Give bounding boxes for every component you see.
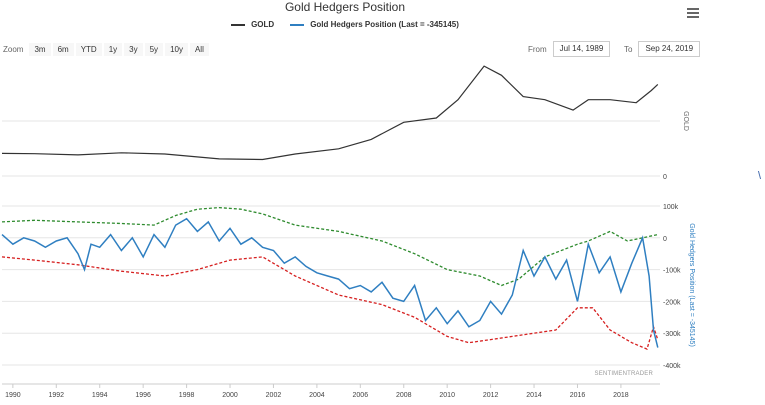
x-tick-label-1990: 1990	[5, 392, 21, 399]
x-tick-label-2012: 2012	[483, 392, 499, 399]
x-tick-label-2018: 2018	[613, 392, 629, 399]
series-hedgers-line	[1, 217, 659, 348]
range-to-label: To	[624, 44, 633, 54]
series-lower-band-line	[1, 256, 659, 350]
range-from-label: From	[528, 44, 547, 54]
x-tick-label-1992: 1992	[49, 392, 65, 399]
legend: GOLD Gold Hedgers Position (Last = -3451…	[0, 20, 690, 29]
zoom-button-3y[interactable]: 3y	[124, 43, 143, 56]
legend-swatch-hedgers	[290, 23, 305, 26]
zoom-button-ytd[interactable]: YTD	[75, 43, 102, 56]
zoom-button-all[interactable]: All	[189, 43, 209, 56]
y-axis-label-gold: GOLD	[682, 111, 689, 131]
x-tick-label-2008: 2008	[396, 392, 412, 399]
chart-title: Gold Hedgers Position	[284, 0, 406, 14]
legend-item-hedgers[interactable]: Gold Hedgers Position (Last = -345145)	[290, 20, 459, 29]
legend-swatch-gold	[231, 23, 246, 26]
legend-item-gold[interactable]: GOLD	[231, 20, 274, 29]
x-tick-label-2006: 2006	[353, 392, 369, 399]
y-tick-hedgers-3: -200k	[663, 299, 681, 306]
x-tick-label-2010: 2010	[439, 392, 455, 399]
zoom-button-1y[interactable]: 1y	[103, 43, 123, 56]
y-axis-label-hedgers: Gold Hedgers Position (Last = -345145)	[688, 223, 695, 347]
x-tick-label-2016: 2016	[570, 392, 586, 399]
y-tick-gold-0: 0	[663, 174, 667, 181]
chart-credit: SENTIMENTRADER	[594, 371, 653, 377]
legend-label-gold: GOLD	[251, 20, 275, 29]
zoom-button-10y[interactable]: 10y	[165, 43, 188, 56]
x-tick-label-2004: 2004	[309, 392, 325, 399]
y-tick-hedgers-2: -100k	[663, 268, 681, 275]
range-from-input[interactable]: Jul 14, 1989	[552, 41, 611, 57]
range-to-input[interactable]: Sep 24, 2019	[638, 41, 701, 57]
y-tick-hedgers-0: 100k	[663, 204, 679, 211]
zoom-button-3m[interactable]: 3m	[29, 43, 51, 56]
x-tick-label-2002: 2002	[266, 392, 282, 399]
zoom-button-5y[interactable]: 5y	[144, 43, 164, 56]
x-tick-label-2014: 2014	[526, 392, 542, 399]
x-tick-label-1994: 1994	[92, 392, 108, 399]
series-upper-band-line	[1, 206, 658, 287]
series-gold-line	[1, 65, 659, 161]
zoom-label: Zoom	[3, 45, 24, 54]
zoom-bar: Zoom 3m 6m YTD 1y 3y 5y 10y All	[3, 43, 211, 56]
y-tick-hedgers-5: -400k	[663, 363, 681, 370]
hamburger-menu-icon[interactable]	[687, 6, 699, 20]
range-to: To Sep 24, 2019	[624, 41, 701, 57]
range-from: From Jul 14, 1989	[528, 41, 611, 57]
legend-label-hedgers: Gold Hedgers Position (Last = -345145)	[310, 20, 459, 29]
x-tick-label-2000: 2000	[222, 392, 238, 399]
y-tick-hedgers-1: 0	[663, 236, 667, 243]
zoom-button-6m[interactable]: 6m	[52, 43, 74, 56]
y-tick-hedgers-4: -300k	[663, 331, 681, 338]
x-tick-label-1998: 1998	[179, 392, 195, 399]
x-tick-label-1996: 1996	[135, 392, 151, 399]
